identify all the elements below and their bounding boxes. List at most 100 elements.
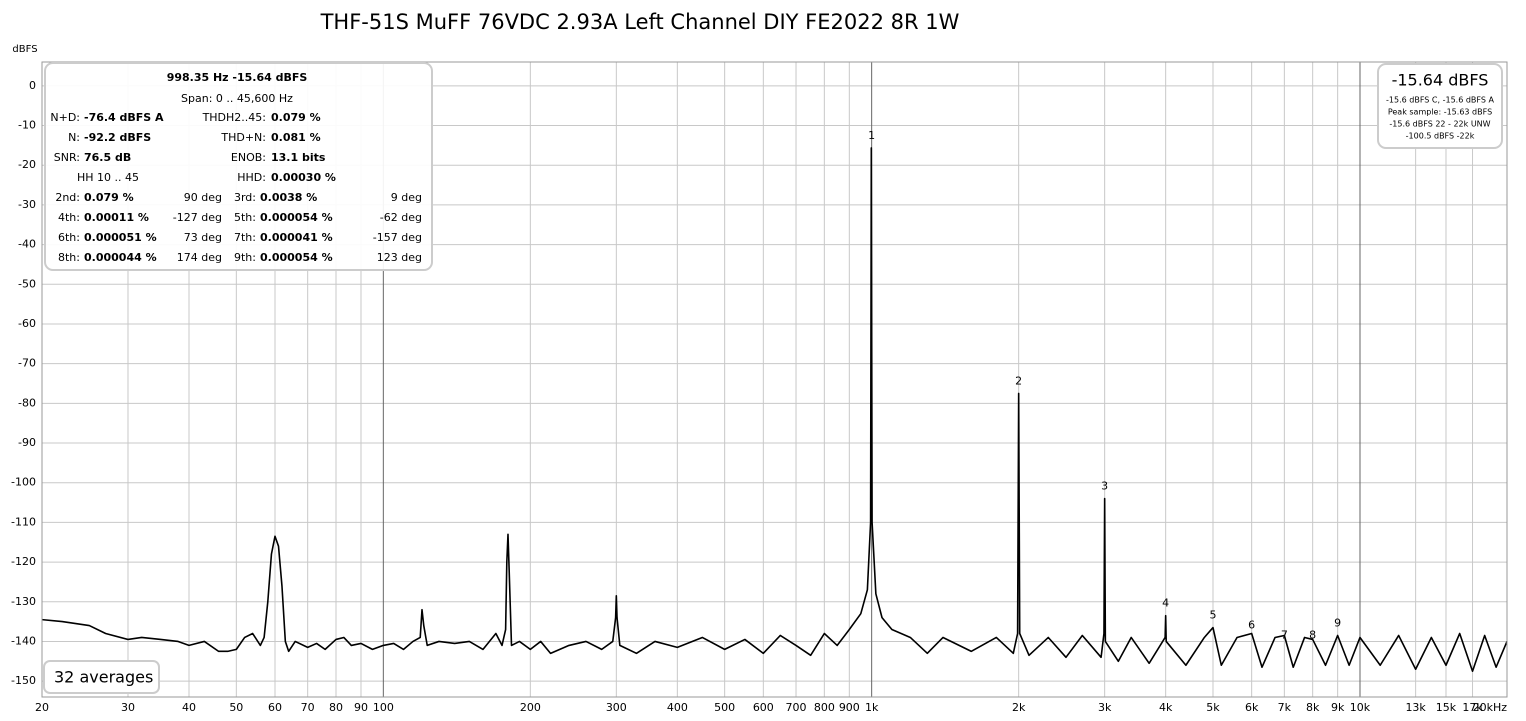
info-cell: -157 deg — [373, 231, 422, 244]
y-tick-label: -100 — [11, 476, 36, 489]
info-cell: 2nd: — [55, 191, 80, 204]
overlay: 32 averages 998.35 Hz -15.64 dBFS Span: 0… — [43, 62, 1503, 694]
info-cell: THDH2..45: — [202, 111, 266, 124]
x-tick-label: 3k — [1098, 701, 1112, 714]
x-tick-label: 20 — [35, 701, 49, 714]
info-cell: 8th: — [58, 251, 80, 264]
x-tick-label: 1k — [865, 701, 879, 714]
info-cell: 0.081 % — [271, 131, 321, 144]
info-cell: 76.5 dB — [84, 151, 131, 164]
info-cell: 9th: — [234, 251, 256, 264]
info-cell: 90 deg — [184, 191, 222, 204]
y-tick-label: -20 — [18, 158, 36, 171]
y-tick-label: -10 — [18, 119, 36, 132]
harmonic-marker: 2 — [1015, 374, 1022, 387]
info-cell: SNR: — [54, 151, 80, 164]
readout-line: -100.5 dBFS -22k — [1406, 132, 1475, 141]
harmonic-marker: 8 — [1309, 628, 1316, 641]
averages-label: 32 averages — [54, 668, 153, 687]
info-cell: 0.0038 % — [260, 191, 317, 204]
harmonic-marker: 7 — [1281, 628, 1288, 641]
info-cell: N: — [68, 131, 80, 144]
info-cell: -62 deg — [380, 211, 422, 224]
x-tick-label: 300 — [606, 701, 627, 714]
plot: 1 2 3 4 5 6 7 8 9 — [41, 129, 1508, 672]
readout-line: Peak sample: -15.63 dBFS — [1388, 108, 1492, 117]
info-cell: HH 10 .. 45 — [77, 171, 139, 184]
y-tick-label: -30 — [18, 198, 36, 211]
info-cell: 0.000054 % — [260, 211, 333, 224]
x-tick-label: 70 — [301, 701, 315, 714]
x-tick-label: 60 — [268, 701, 282, 714]
y-tick-label: -70 — [18, 357, 36, 370]
x-tick-label: 80 — [329, 701, 343, 714]
y-tick-label: -110 — [11, 515, 36, 528]
chart-title: THF-51S MuFF 76VDC 2.93A Left Channel DI… — [320, 10, 960, 34]
harmonic-marker: 3 — [1101, 480, 1108, 493]
x-tick-label: 500 — [714, 701, 735, 714]
info-cell: 9 deg — [391, 191, 422, 204]
x-tick-label: 200 — [520, 701, 541, 714]
harmonic-marker: 5 — [1209, 609, 1216, 622]
x-tick-label: 20kHz — [1473, 701, 1508, 714]
x-tick-label: 50 — [229, 701, 243, 714]
y-tick-label: -130 — [11, 595, 36, 608]
info-cell: 0.000041 % — [260, 231, 333, 244]
info-cell: 0.079 % — [271, 111, 321, 124]
info-cell: 13.1 bits — [271, 151, 326, 164]
y-tick-label: -50 — [18, 277, 36, 290]
y-tick-label: -40 — [18, 238, 36, 251]
info-cell: 0.000044 % — [84, 251, 157, 264]
x-tick-label: 40 — [182, 701, 196, 714]
harmonic-marker: 9 — [1334, 616, 1341, 629]
info-cell: ENOB: — [231, 151, 266, 164]
y-tick-label: 0 — [29, 79, 36, 92]
y-tick-label: -80 — [18, 396, 36, 409]
x-tick-label: 800 — [814, 701, 835, 714]
x-tick-label: 90 — [354, 701, 368, 714]
info-cell: HHD: — [237, 171, 266, 184]
y-tick-label: -140 — [11, 634, 36, 647]
readout-line: -15.6 dBFS 22 - 22k UNW — [1389, 120, 1490, 129]
harmonic-marker: 1 — [868, 129, 875, 142]
info-cell: 7th: — [234, 231, 256, 244]
info-header: 998.35 Hz -15.64 dBFS — [167, 71, 308, 84]
x-tick-label: 13k — [1405, 701, 1426, 714]
info-cell: 174 deg — [177, 251, 222, 264]
y-tick-label: -60 — [18, 317, 36, 330]
readout-main: -15.64 dBFS — [1392, 71, 1489, 90]
x-tick-label: 900 — [839, 701, 860, 714]
readout-line: -15.6 dBFS C, -15.6 dBFS A — [1386, 96, 1494, 105]
x-tick-label: 600 — [753, 701, 774, 714]
info-cell: -76.4 dBFS A — [84, 111, 164, 124]
info-cell: 0.00030 % — [271, 171, 336, 184]
x-tick-label: 100 — [373, 701, 394, 714]
info-cell: -127 deg — [173, 211, 222, 224]
y-axis-label: dBFS — [12, 44, 37, 55]
info-cell: 0.000054 % — [260, 251, 333, 264]
info-cell: 5th: — [234, 211, 256, 224]
harmonic-marker: 6 — [1248, 618, 1255, 631]
y-tick-label: -90 — [18, 436, 36, 449]
info-cell: THD+N: — [220, 131, 266, 144]
info-header: Span: 0 .. 45,600 Hz — [181, 92, 293, 105]
x-tick-label: 15k — [1436, 701, 1457, 714]
averages-box — [43, 660, 160, 694]
plot-frame — [41, 61, 1508, 698]
info-cell: 0.00011 % — [84, 211, 149, 224]
info-cell: 0.079 % — [84, 191, 134, 204]
x-tick-label: 4k — [1159, 701, 1173, 714]
x-tick-label: 700 — [786, 701, 807, 714]
info-cell: N+D: — [50, 111, 80, 124]
info-cell: 73 deg — [184, 231, 222, 244]
readout-box — [1377, 63, 1503, 149]
x-tick-label: 10k — [1350, 701, 1371, 714]
x-tick-label: 17k — [1462, 701, 1483, 714]
spectrum-line — [41, 147, 1508, 672]
info-cell: 4th: — [58, 211, 80, 224]
y-tick-label: -120 — [11, 555, 36, 568]
x-tick-label: 6k — [1245, 701, 1259, 714]
x-tick-label: 30 — [121, 701, 135, 714]
x-tick-label: 7k — [1278, 701, 1292, 714]
